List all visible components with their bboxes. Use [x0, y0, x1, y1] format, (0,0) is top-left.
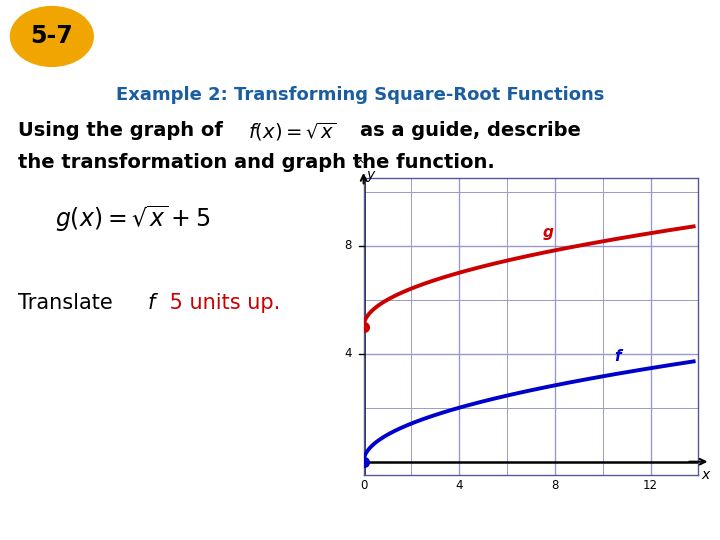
Ellipse shape [10, 6, 94, 66]
Text: 8: 8 [552, 480, 559, 492]
Text: Using the graph of: Using the graph of [18, 121, 230, 140]
Text: 4: 4 [456, 480, 463, 492]
Text: Copyright © by Holt Mc Dougal. All Rights Reserved.: Copyright © by Holt Mc Dougal. All Right… [424, 516, 698, 526]
Text: Translate: Translate [18, 293, 120, 313]
Text: ^: ^ [356, 160, 365, 170]
Text: 12: 12 [643, 480, 658, 492]
Text: Example 2: Transforming Square-Root Functions: Example 2: Transforming Square-Root Func… [116, 86, 604, 104]
Text: y: y [366, 168, 375, 183]
Text: 5 units up.: 5 units up. [163, 293, 280, 313]
Text: f: f [148, 293, 156, 313]
Text: as a guide, describe: as a guide, describe [360, 121, 581, 140]
Text: 0: 0 [360, 480, 367, 492]
Text: g: g [543, 225, 554, 240]
Text: f: f [615, 349, 621, 364]
Text: $f(x) = \sqrt{x}$: $f(x) = \sqrt{x}$ [248, 121, 336, 143]
Text: 4: 4 [344, 347, 351, 360]
Text: $g(x) = \sqrt{x} + 5$: $g(x) = \sqrt{x} + 5$ [55, 204, 210, 234]
Text: 8: 8 [344, 239, 351, 252]
Text: Holt McDougal Algebra 2: Holt McDougal Algebra 2 [22, 514, 217, 528]
Text: Radical Functions: Radical Functions [112, 20, 443, 53]
Text: the transformation and graph the function.: the transformation and graph the functio… [18, 153, 495, 172]
Text: x: x [701, 468, 710, 482]
Text: 5-7: 5-7 [30, 24, 73, 49]
